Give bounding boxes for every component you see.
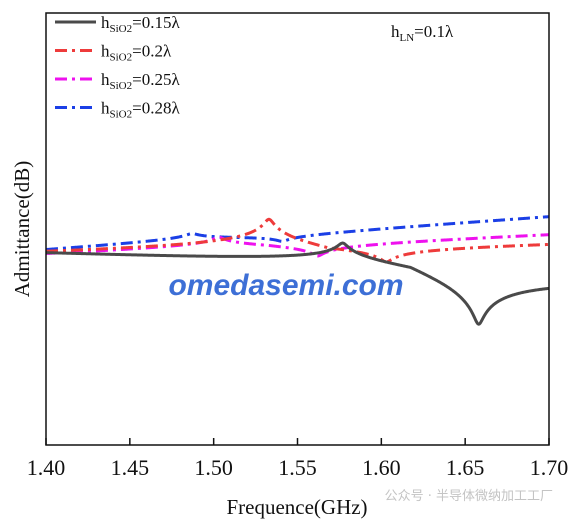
x-tick-label: 1.50 <box>194 455 233 480</box>
x-ticks: 1.40 1.45 1.50 1.55 1.60 1.65 1.70 <box>27 438 569 480</box>
legend: hSiO2=0.15λ hSiO2=0.2λ hSiO2=0.25λ hSiO2=0.… <box>55 13 180 121</box>
plot-frame <box>45 12 550 446</box>
x-tick-label: 1.45 <box>111 455 150 480</box>
x-tick-label: 1.70 <box>530 455 569 480</box>
watermark: omedasemi.com <box>168 269 403 302</box>
series-line <box>45 241 550 326</box>
x-tick-label: 1.55 <box>278 455 317 480</box>
series-line <box>45 217 550 264</box>
x-tick-label: 1.60 <box>362 455 401 480</box>
legend-entry: hSiO2=0.28λ <box>101 99 180 121</box>
x-tick-label: 1.65 <box>446 455 485 480</box>
x-axis-label: Frequence(GHz) <box>226 495 367 519</box>
legend-entry: hSiO2=0.15λ <box>101 13 180 35</box>
series-line <box>45 215 550 252</box>
legend-entry: hSiO2=0.2λ <box>101 42 172 64</box>
footer-watermark: 公众号 · 半导体微纳加工工厂 <box>385 489 553 504</box>
hln-annotation: hLN=0.1λ <box>391 22 454 44</box>
x-tick-label: 1.40 <box>27 455 66 480</box>
plot-lines <box>45 215 550 326</box>
legend-entry: hSiO2=0.25λ <box>101 70 180 92</box>
y-axis-label: Admittance(dB) <box>10 161 34 297</box>
